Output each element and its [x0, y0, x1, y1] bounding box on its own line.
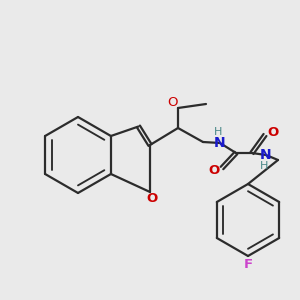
Text: O: O [146, 193, 158, 206]
Text: H: H [260, 161, 268, 171]
Text: N: N [214, 136, 226, 150]
Text: N: N [260, 148, 272, 162]
Text: O: O [267, 125, 279, 139]
Text: O: O [208, 164, 220, 178]
Text: F: F [243, 257, 253, 271]
Text: H: H [214, 127, 222, 137]
Text: O: O [168, 97, 178, 110]
